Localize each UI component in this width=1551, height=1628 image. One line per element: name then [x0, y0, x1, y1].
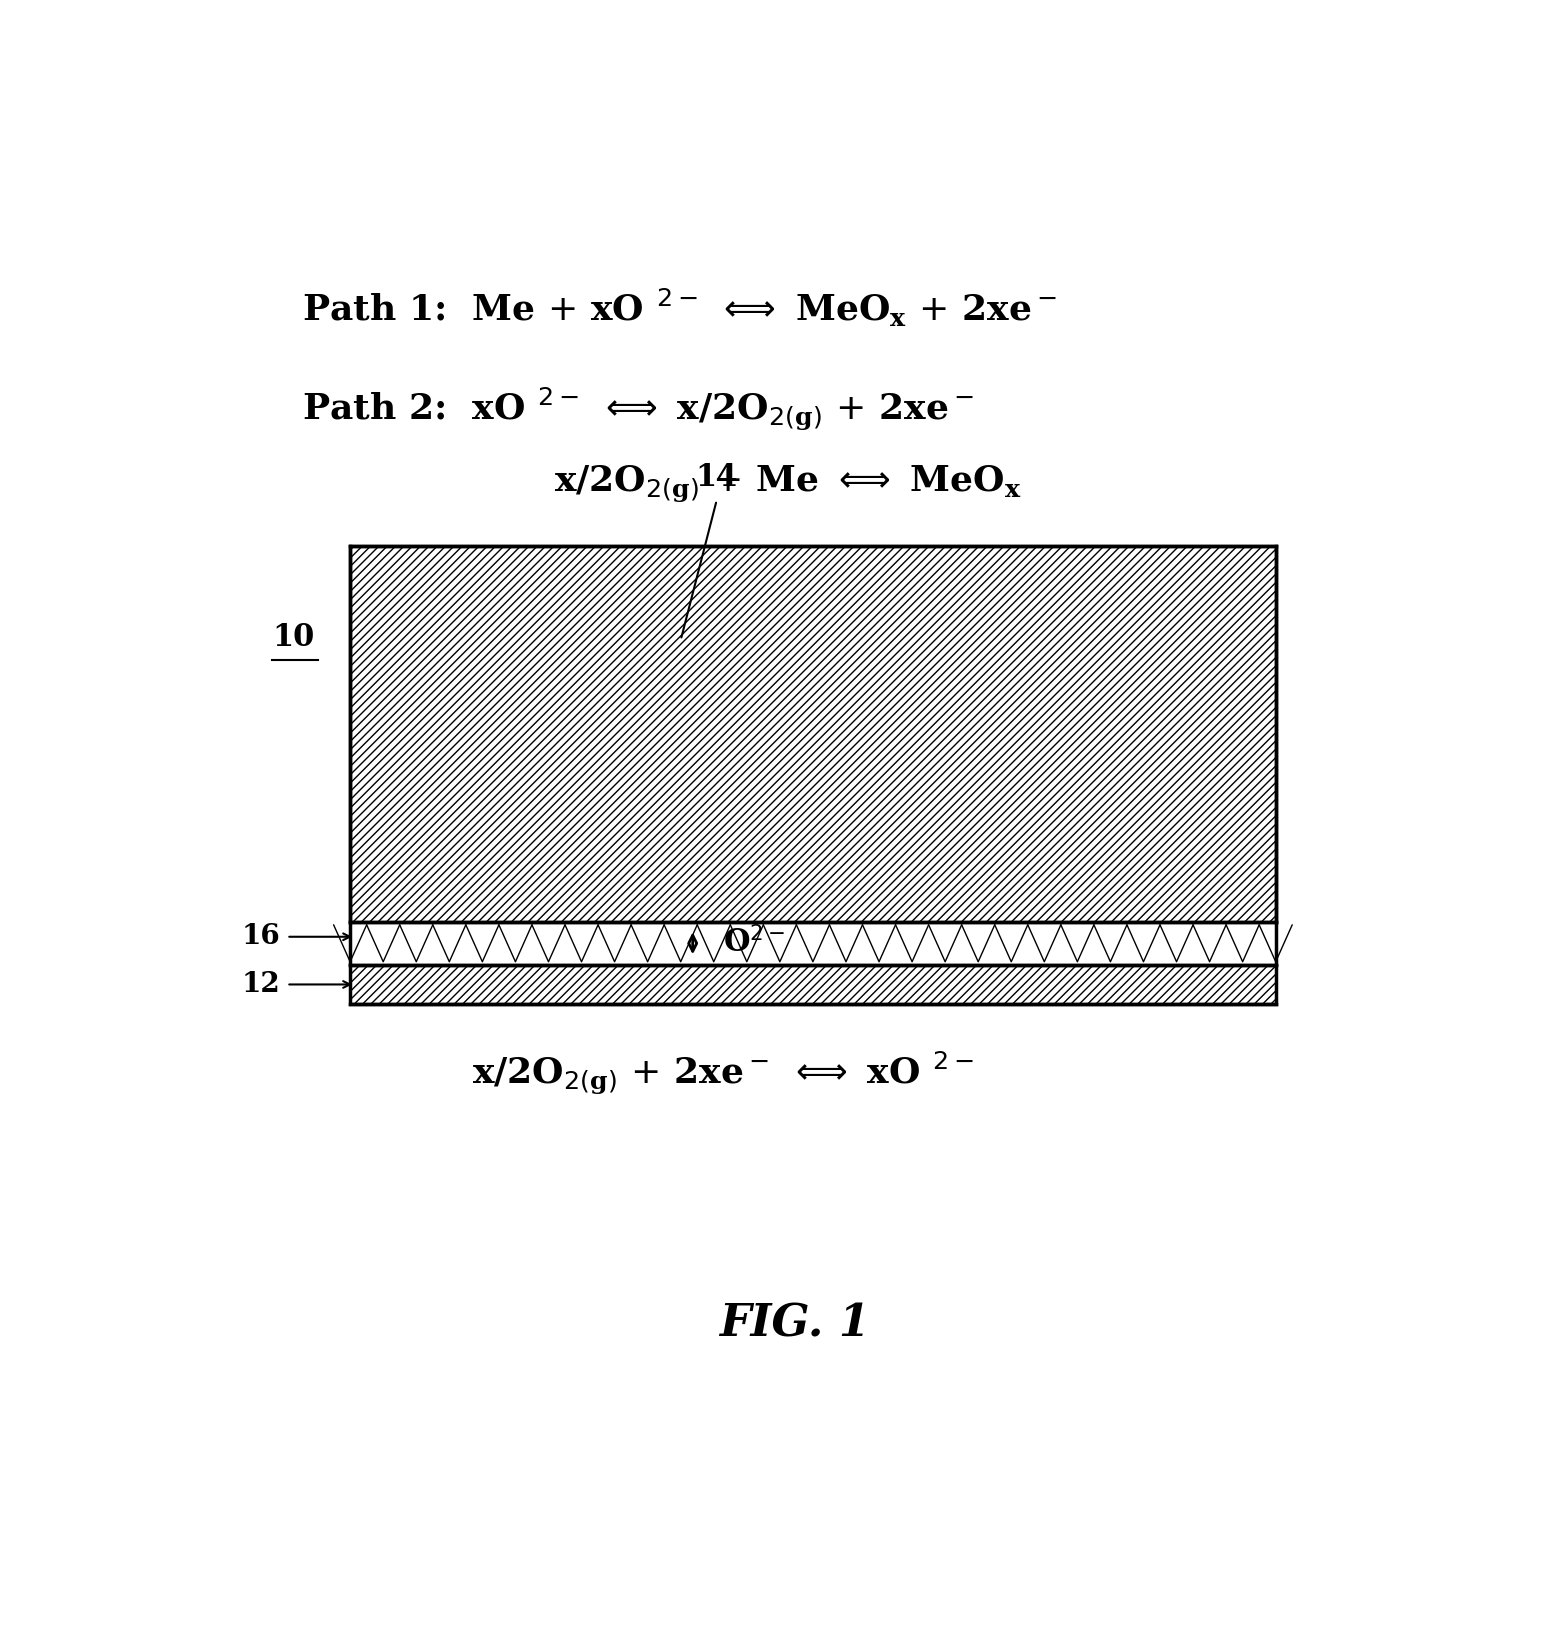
Text: Path 1:  Me $+$ xO $^{2-}$ $\Longleftrightarrow$ MeO$_\mathregular{x}$ $+$ 2xe$^: Path 1: Me $+$ xO $^{2-}$ $\Longleftrigh… — [302, 287, 1056, 329]
Text: O$^{2-}$: O$^{2-}$ — [723, 926, 785, 959]
Text: 14: 14 — [695, 462, 738, 493]
Text: x/2O$_{2(\mathregular{g})}$ $+$ 2xe$^-$ $\Longleftrightarrow$ xO $^{2-}$: x/2O$_{2(\mathregular{g})}$ $+$ 2xe$^-$ … — [472, 1050, 974, 1096]
Text: 16: 16 — [242, 923, 281, 951]
Text: FIG. 1: FIG. 1 — [720, 1302, 870, 1345]
Text: 12: 12 — [242, 970, 281, 998]
Bar — [351, 547, 1276, 1004]
Bar — [351, 965, 1276, 1004]
Bar — [351, 547, 1276, 921]
Text: Path 2:  xO $^{2-}$ $\Longleftrightarrow$ x/2O$_{2(\mathregular{g})}$ $+$ 2xe$^-: Path 2: xO $^{2-}$ $\Longleftrightarrow$… — [302, 386, 974, 431]
Bar — [351, 921, 1276, 965]
Text: x/2O$_{2(\mathregular{g})}$ $+$ Me $\Longleftrightarrow$ MeO$_\mathregular{x}$: x/2O$_{2(\mathregular{g})}$ $+$ Me $\Lon… — [555, 464, 1022, 505]
Text: 10: 10 — [271, 622, 315, 653]
